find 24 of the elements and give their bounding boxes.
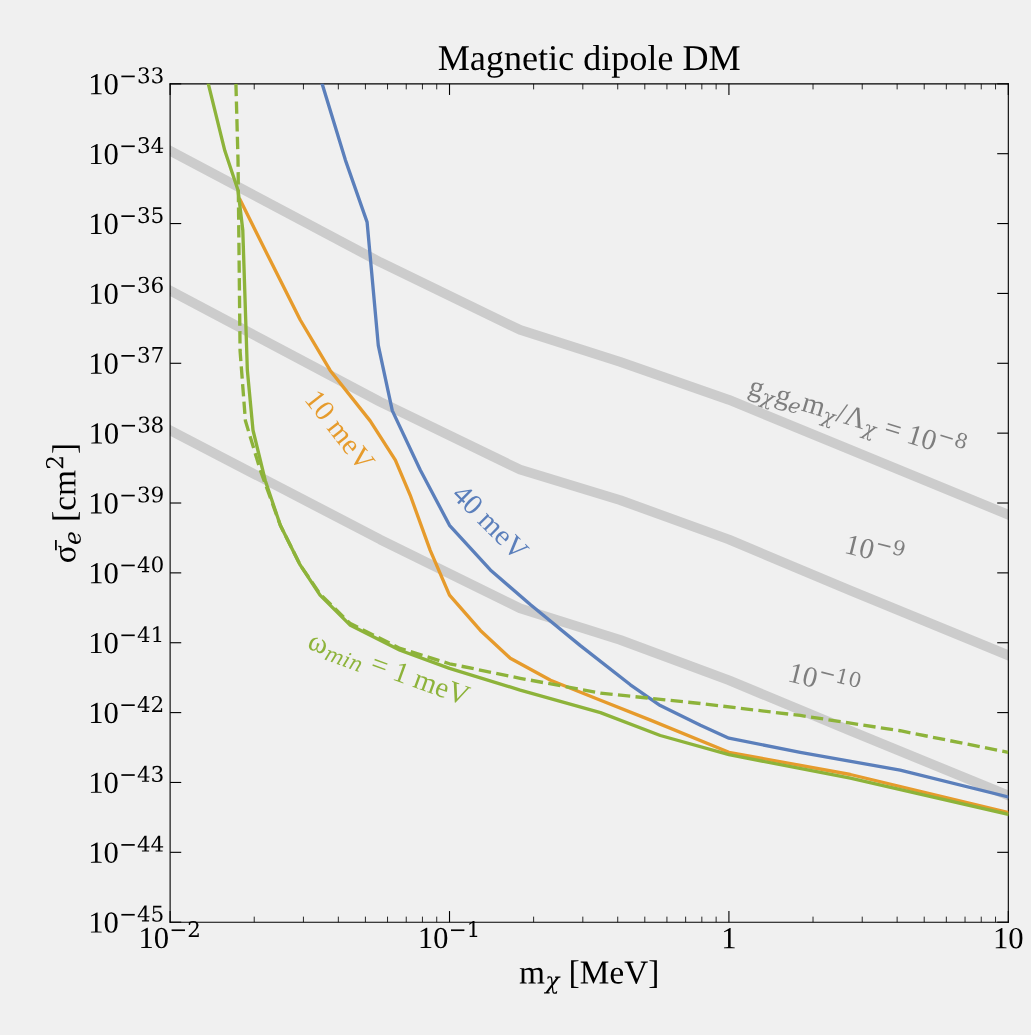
- y-tick-label: 10$^{−42}$: [90, 696, 163, 724]
- text: ω$_{min}$ = 1 meV: [305, 630, 472, 711]
- x-tick-label: 10$^{−1}$: [420, 921, 478, 949]
- y-tick-label: 10$^{−36}$: [90, 276, 163, 305]
- y-tick-label: 10$^{−37}$: [90, 346, 163, 374]
- y-tick-label: 10$^{−34}$: [90, 137, 164, 165]
- text: 40 meV: [450, 482, 531, 562]
- y-tick-label: 10$^{−43}$: [90, 765, 163, 794]
- text: 10 meV: [304, 389, 376, 473]
- chart-title: Magnetic dipole DM: [438, 44, 740, 78]
- y-tick-label: 10$^{−44}$: [90, 835, 164, 864]
- y-tick-label: 10$^{−40}$: [90, 556, 163, 584]
- text: g$_{χ}$g$_{e}$m$_{χ}$/Λ$_{χ}$ = 10$^{−8}$: [746, 379, 969, 451]
- y-tick-label: 10$^{−35}$: [90, 206, 163, 235]
- y-axis-title: σ̄$_{e}$ [cm$^{2}$]: [45, 445, 81, 562]
- text: 10$^{−9}$: [845, 528, 906, 567]
- x-axis-title: m$_{χ}$ [MeV]: [519, 960, 657, 994]
- y-tick-label: 10$^{−41}$: [90, 626, 162, 654]
- x-tick-label: 1: [723, 928, 735, 949]
- y-tick-label: 10$^{−33}$: [90, 67, 163, 95]
- text: 10$^{−10}$: [789, 656, 862, 699]
- x-tick-label: 10: [995, 927, 1023, 949]
- y-tick-label: 10$^{−38}$: [91, 416, 163, 444]
- y-tick-label: 10$^{−39}$: [90, 486, 163, 514]
